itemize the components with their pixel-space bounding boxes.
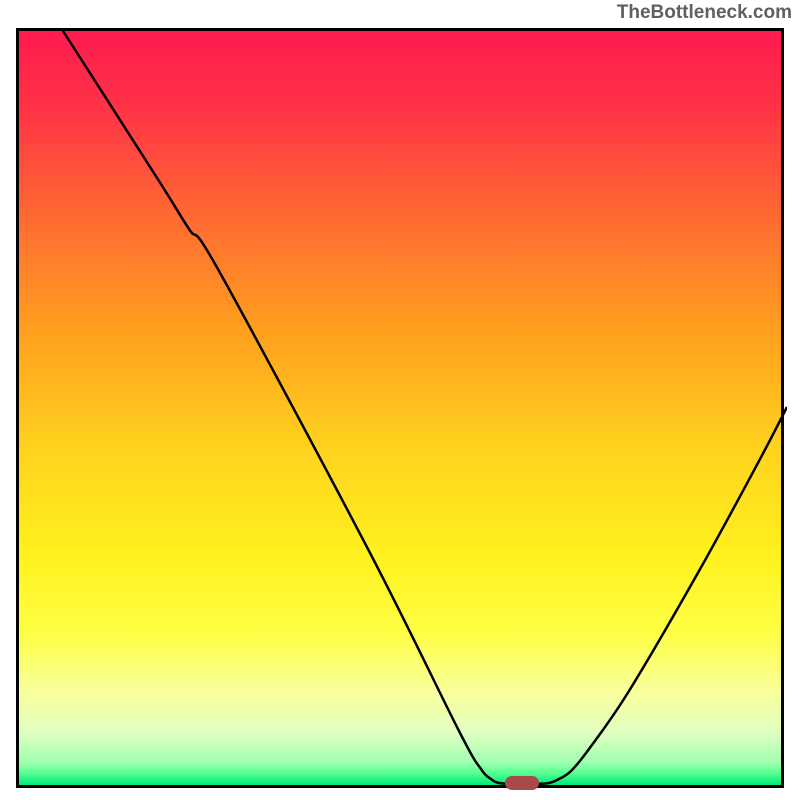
chart-container: TheBottleneck.com xyxy=(0,0,800,800)
attribution-text: TheBottleneck.com xyxy=(617,2,792,24)
bottleneck-curve xyxy=(19,31,787,791)
plot-area xyxy=(16,28,784,788)
optimal-marker xyxy=(505,776,539,790)
